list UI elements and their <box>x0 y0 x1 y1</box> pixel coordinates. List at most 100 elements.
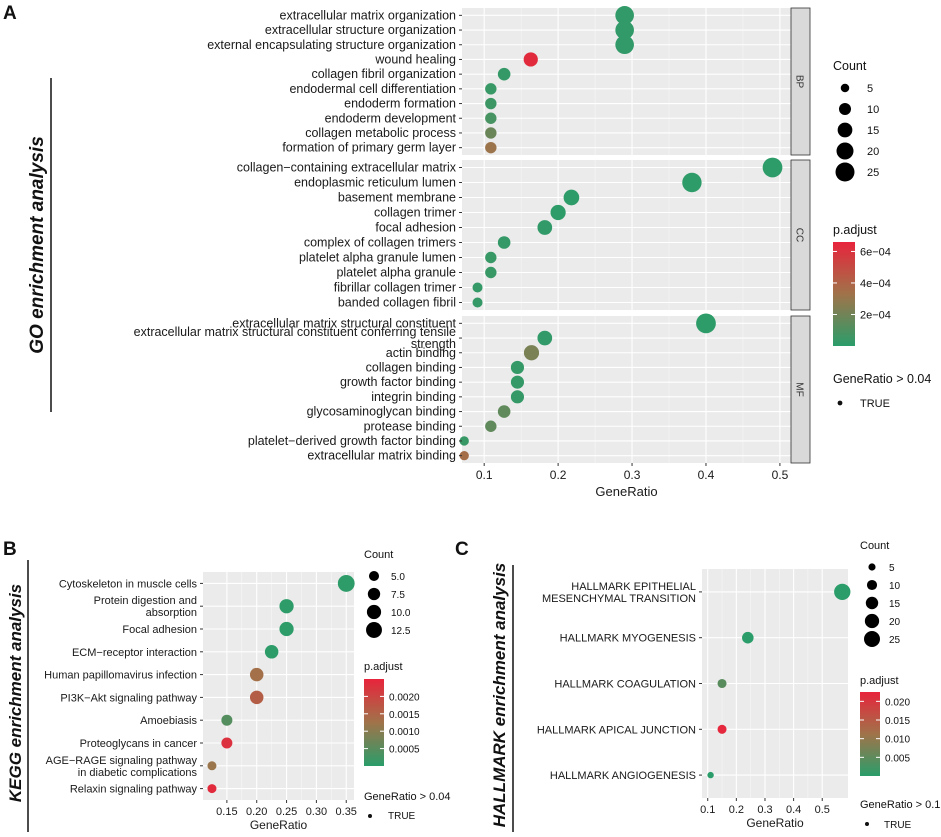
category-label: glycosaminoglycan binding <box>307 405 456 419</box>
plot-panel-background <box>462 160 791 310</box>
category-label: HALLMARK ANGIOGENESIS <box>550 770 696 782</box>
count-legend-dot <box>835 162 855 182</box>
category-label: endoplasmic reticulum lumen <box>294 176 456 190</box>
count-legend-dot <box>864 613 880 629</box>
colorbar-rect <box>860 692 880 776</box>
facet-strip <box>790 159 811 311</box>
go-ratio-legend-title: GeneRatio > 0.04 <box>833 372 931 386</box>
data-point <box>510 360 525 375</box>
data-point <box>717 724 727 734</box>
count-legend-label: 5 <box>867 83 873 95</box>
go-side-title: GO enrichment analysis <box>27 136 48 354</box>
count-legend-dot <box>368 570 380 582</box>
hallmark-padj-colorbar: 0.005 0.010 0.015 0.020 <box>860 692 910 776</box>
x-tick-label: 0.25 <box>276 806 297 818</box>
category-label: basement membrane <box>338 191 456 205</box>
count-legend-label: 10.0 <box>391 608 411 619</box>
x-tick-label: 0.3 <box>624 468 641 482</box>
data-point <box>249 667 264 682</box>
count-legend-label: 20 <box>889 617 901 628</box>
category-label: platelet alpha granule lumen <box>299 251 456 265</box>
x-tick-label: 0.35 <box>336 806 357 818</box>
colorbar-tick-label: 0.0020 <box>389 692 420 703</box>
category-label: Amoebiasis <box>140 715 197 727</box>
x-tick-label: 0.2 <box>729 804 744 816</box>
data-point <box>497 236 511 249</box>
count-legend-dot <box>836 142 854 160</box>
category-label: collagen binding <box>366 360 456 374</box>
hallmark-padj-legend-title: p.adjust <box>860 675 899 687</box>
kegg-side-title: KEGG enrichment analysis <box>6 584 25 802</box>
category-label: extracellular matrix structural constitu… <box>232 316 456 330</box>
data-point <box>523 52 538 67</box>
colorbar-tick-label: 6e−04 <box>860 246 891 258</box>
category-label: ECM−receptor interaction <box>72 647 197 659</box>
facet-strip-label: CC <box>794 228 805 242</box>
count-legend-label: 15 <box>867 125 879 137</box>
go-legends: Count 5 10 15 20 25 p.adjust 2e−04 4e−04 6e−04… <box>833 59 931 410</box>
category-label: in diabetic complications <box>78 767 198 779</box>
count-legend-dot <box>838 102 852 116</box>
colorbar-tick-label: 0.0005 <box>389 745 420 756</box>
data-point <box>497 67 511 81</box>
x-tick-label: 0.30 <box>306 806 327 818</box>
category-label: extracellular structure organization <box>265 23 456 37</box>
category-label: collagen fibril organization <box>311 67 456 81</box>
go-plot-area: extracellular matrix organizationextrace… <box>134 6 811 499</box>
hallmark-enrichment-panel: C HALLMARK enrichment analysis HALLMARK … <box>455 539 940 832</box>
colorbar-rect <box>364 679 384 766</box>
category-label: HALLMARK MYOGENESIS <box>560 633 696 645</box>
category-label: endoderm development <box>325 111 457 125</box>
colorbar-tick-label: 0.0010 <box>389 727 420 738</box>
kegg-count-legend: 5.0 7.5 10.0 12.5 <box>366 570 411 638</box>
data-point <box>682 172 702 193</box>
colorbar-rect <box>833 242 855 346</box>
facet-strip <box>790 315 811 464</box>
category-label: collagen−containing extracellular matrix <box>237 161 457 175</box>
data-point <box>337 574 355 592</box>
data-point <box>497 405 511 418</box>
category-label: fibrillar collagen trimer <box>334 281 456 295</box>
category-label: HALLMARK COAGULATION <box>554 679 696 691</box>
category-label: HALLMARK APICAL JUNCTION <box>537 724 696 736</box>
data-point <box>523 345 540 361</box>
category-label: external encapsulating structure organiz… <box>207 38 456 52</box>
panel-letter-c: C <box>455 539 469 560</box>
data-point <box>615 6 634 25</box>
kegg-plot-area: Cytoskeleton in muscle cells Protein dige… <box>44 572 357 832</box>
category-label: Cytoskeleton in muscle cells <box>59 578 198 590</box>
data-point <box>249 690 264 705</box>
kegg-enrichment-panel: B KEGG enrichment analysis Cytoskeleton … <box>3 539 451 832</box>
data-point <box>485 251 497 264</box>
colorbar-tick-label: 0.005 <box>885 753 910 764</box>
data-point <box>207 761 217 771</box>
count-legend-label: 5 <box>889 563 895 574</box>
hallmark-ratio-legend-title: GeneRatio > 0.1 <box>860 799 940 811</box>
data-point <box>510 375 525 389</box>
data-point <box>485 141 497 154</box>
data-point <box>717 678 727 689</box>
colorbar-tick-label: 0.020 <box>885 697 910 708</box>
hallmark-ratio-legend-value: TRUE <box>884 820 912 831</box>
data-point <box>537 220 553 235</box>
hallmark-ratio-legend-dot <box>865 822 869 826</box>
count-legend-dot <box>366 622 382 638</box>
category-label: integrin binding <box>371 390 456 404</box>
category-label: collagen trimer <box>374 206 456 220</box>
data-point <box>742 631 754 644</box>
category-label: extracellular matrix binding <box>307 449 456 463</box>
x-axis-title: GeneRatio <box>250 818 308 832</box>
panel-letter-b: B <box>3 539 17 560</box>
category-label: actin binding <box>386 346 456 360</box>
data-point <box>279 599 294 614</box>
category-label: Human papillomavirus infection <box>44 670 197 682</box>
count-legend-dot <box>866 579 878 591</box>
count-legend-label: 15 <box>889 599 901 610</box>
x-axis-title: GeneRatio <box>595 484 657 499</box>
kegg-count-legend-title: Count <box>364 549 393 561</box>
category-label: focal adhesion <box>375 221 456 235</box>
data-point <box>563 189 580 206</box>
go-count-legend: 5 10 15 20 25 <box>835 83 879 182</box>
data-point <box>615 20 634 40</box>
